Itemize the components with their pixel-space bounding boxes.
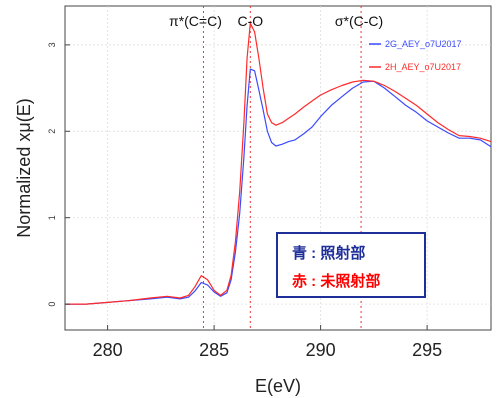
legend-entry-red: 2H_AEY_o7U2017: [385, 62, 461, 72]
region-legend-frame: [276, 232, 426, 298]
x-tick-label: 290: [306, 340, 336, 360]
y-tick-label: 2: [47, 129, 57, 134]
annotation-label: π*(C=C): [169, 13, 222, 29]
y-tick-label: 0: [47, 302, 57, 307]
region-legend-box: 青 : 照射部 赤 : 未照射部: [276, 232, 426, 298]
y-ticks: 0 1 2 3: [47, 42, 70, 307]
y-axis-title: Normalized xμ(E): [14, 98, 34, 237]
series-line-red: [65, 22, 492, 305]
y-tick-label: 1: [47, 215, 57, 220]
region-legend-irradiated: 青 : 照射部: [292, 244, 365, 262]
region-legend-unirradiated: 赤 : 未照射部: [292, 272, 380, 290]
x-tick-label: 285: [199, 340, 229, 360]
x-tick-label: 295: [412, 340, 442, 360]
x-axis-title: E(eV): [255, 376, 301, 396]
annotation-labels: π*(C=C) C-O σ*(C-C): [169, 13, 383, 29]
annotation-label: C-O: [237, 13, 263, 29]
legend-entry-blue: 2G_AEY_o7U2017: [385, 39, 462, 49]
x-ticks: 280 285 290 295: [93, 325, 442, 360]
series-line-blue: [65, 68, 492, 305]
x-tick-label: 280: [93, 340, 123, 360]
series-layer: [65, 22, 492, 305]
annotation-label: σ*(C-C): [335, 13, 383, 29]
series-legend: 2G_AEY_o7U2017 2H_AEY_o7U2017: [369, 39, 462, 72]
y-tick-label: 3: [47, 42, 57, 47]
grid-layer: [65, 6, 491, 330]
